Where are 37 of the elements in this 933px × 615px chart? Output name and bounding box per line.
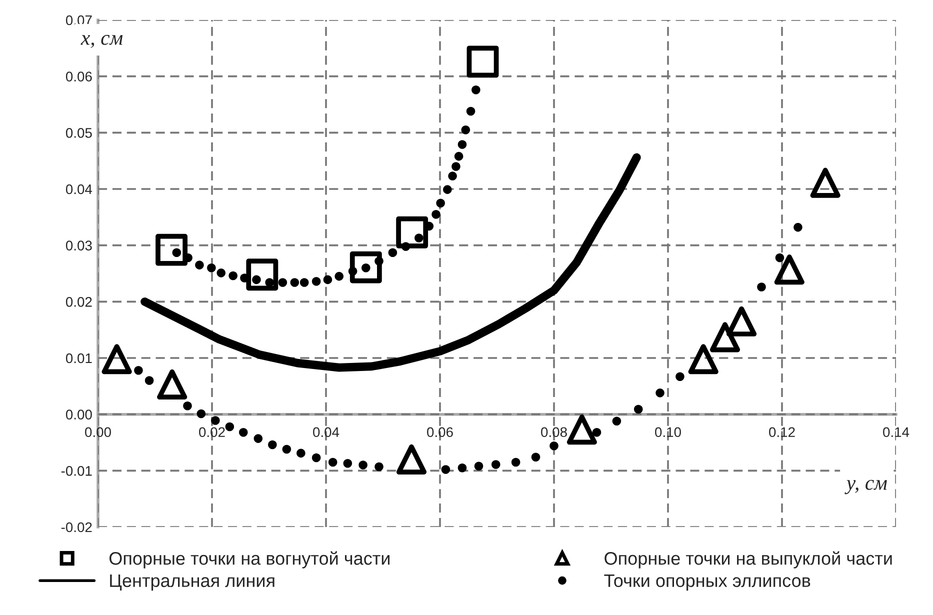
legend-label: Опорные точки на вогнутой части — [109, 551, 390, 568]
point — [102, 344, 132, 374]
point — [396, 216, 428, 248]
y-tick-label: 0.04 — [66, 184, 92, 194]
point — [396, 444, 427, 474]
point — [726, 306, 757, 336]
y-tick-label: -0.02 — [61, 522, 92, 532]
y-tick-label: 0.02 — [66, 297, 92, 307]
x-tick-label: 0.06 — [427, 427, 453, 438]
y-tick-label: 0.05 — [66, 128, 92, 138]
point — [466, 46, 499, 78]
x-tick-label: 0.14 — [883, 427, 910, 438]
y-tick-label: 0.06 — [66, 72, 92, 82]
point — [710, 322, 740, 352]
y-tick-label: 0.01 — [66, 353, 92, 364]
x-tick-label: 0.08 — [541, 427, 567, 438]
x-tick-label: 0.12 — [769, 427, 795, 438]
x-tick-label: 0.02 — [199, 427, 225, 438]
y-tick-label: -0.01 — [61, 466, 92, 476]
point — [566, 414, 597, 445]
x-axis-title: y, см — [844, 480, 887, 494]
x-tick-label: 0.04 — [313, 427, 340, 438]
y-axis-title: x, см — [80, 34, 123, 48]
y-tick-label: 0.03 — [66, 240, 92, 251]
legend-label: Опорные точки на выпуклой части — [604, 551, 892, 568]
legend-label: Точки опорных эллипсов — [604, 574, 810, 591]
y-tick-label: 0.00 — [66, 410, 92, 420]
point — [156, 234, 188, 266]
x-tick-label: 0.00 — [85, 427, 111, 438]
point — [246, 258, 278, 291]
point — [810, 168, 840, 198]
legend-label: Центральная линия — [110, 574, 274, 591]
point — [774, 254, 804, 285]
point — [688, 344, 718, 374]
x-tick-label: 0.10 — [655, 427, 681, 438]
point — [157, 369, 188, 400]
point — [350, 251, 382, 284]
